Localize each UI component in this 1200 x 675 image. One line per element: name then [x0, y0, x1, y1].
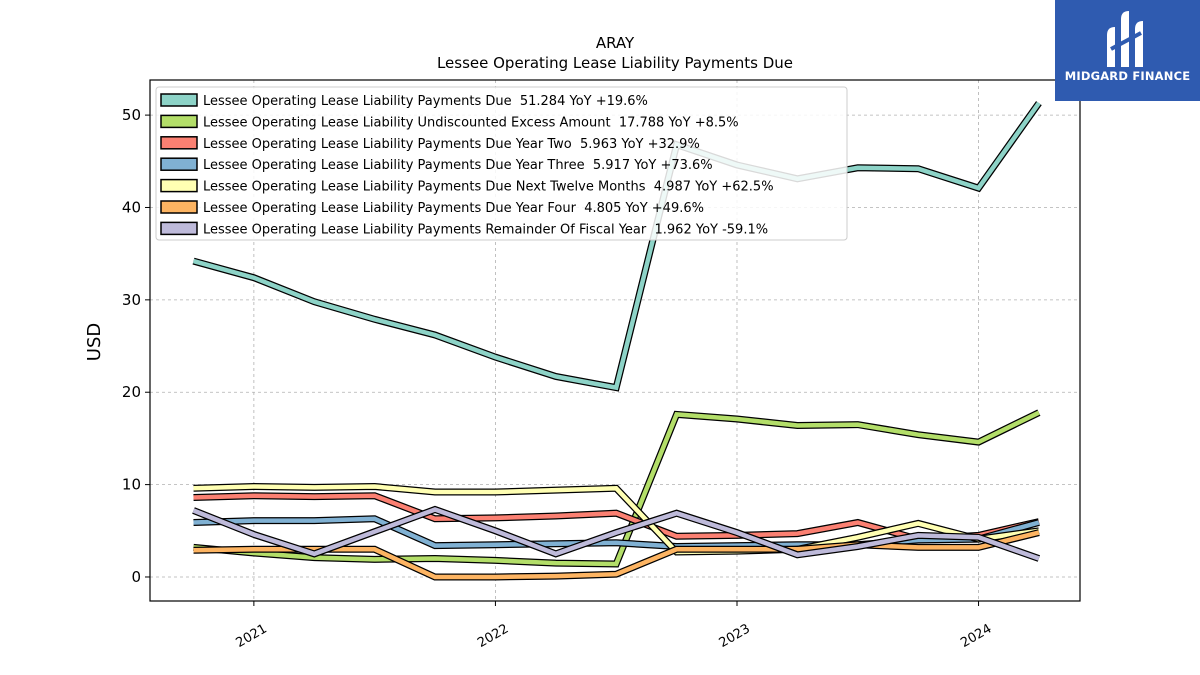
plot-frame — [149, 79, 1081, 602]
legend-swatch — [160, 178, 198, 193]
series-line — [193, 492, 1040, 543]
legend: Lessee Operating Lease Liability Payment… — [155, 86, 848, 241]
legend-swatch — [160, 136, 198, 150]
legend-box — [155, 86, 848, 241]
series-line-fill — [193, 484, 1040, 555]
y-tick-label: 0 — [131, 568, 141, 586]
x-tick-label: 2022 — [475, 621, 511, 651]
series-line — [193, 409, 1041, 568]
series-line — [193, 482, 1040, 556]
legend-entry-label: Lessee Operating Lease Liability Payment… — [203, 201, 704, 216]
legend-entry-label: Lessee Operating Lease Liability Payment… — [203, 180, 774, 195]
y-tick-label: 30 — [122, 291, 141, 309]
x-tick-label: 2024 — [958, 621, 994, 651]
logo-mark-icon — [1107, 11, 1143, 67]
series-line — [192, 101, 1042, 392]
legend-swatch — [160, 200, 198, 214]
x-tick-label: 2023 — [717, 621, 753, 651]
legend-swatch — [160, 93, 198, 107]
y-tick-label: 10 — [122, 476, 141, 494]
series-line — [192, 505, 1041, 562]
legend-entry-label: Lessee Operating Lease Liability Payment… — [203, 158, 713, 173]
series-line-fill — [193, 410, 1040, 567]
legend-entry-label: Lessee Operating Lease Liability Payment… — [203, 94, 648, 109]
x-tick-label: 2021 — [234, 621, 270, 651]
midgard-finance-logo: MIDGARD FINANCE — [1055, 0, 1200, 101]
legend-swatch — [160, 221, 198, 236]
y-axis-label: USD — [84, 323, 105, 361]
legend-entry-label: Lessee Operating Lease Liability Payment… — [203, 137, 700, 152]
series-line-fill — [192, 507, 1040, 561]
series-line-fill — [192, 101, 1041, 391]
chart-title: ARAY — [596, 34, 635, 52]
legend-swatch — [160, 157, 198, 171]
series-line-fill — [193, 493, 1040, 542]
legend-entry-label: Lessee Operating Lease Liability Payment… — [203, 222, 768, 237]
logo-text: MIDGARD FINANCE — [1064, 69, 1191, 83]
y-tick-label: 40 — [122, 198, 141, 216]
legend-entry-label: Lessee Operating Lease Liability Undisco… — [203, 115, 739, 130]
chart-subtitle: Lessee Operating Lease Liability Payment… — [437, 54, 793, 72]
y-tick-label: 20 — [122, 383, 141, 401]
y-tick-label: 50 — [122, 106, 141, 124]
legend-swatch — [160, 114, 198, 129]
